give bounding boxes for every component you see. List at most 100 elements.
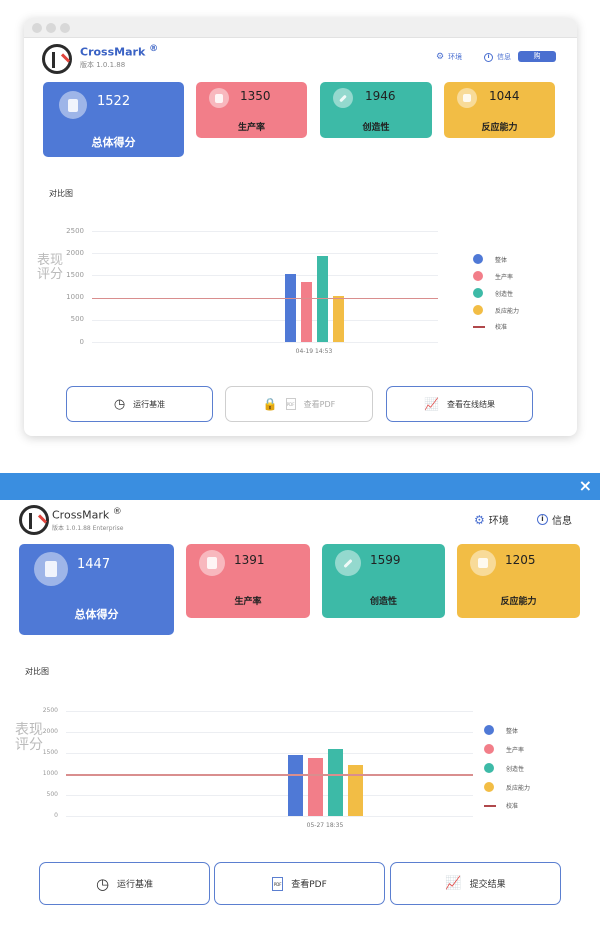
minimize-window-icon[interactable] xyxy=(46,23,56,33)
overall-score-label: 总体得分 xyxy=(74,608,119,621)
y-tick-label: 2000 xyxy=(66,248,84,257)
y-tick-label: 1000 xyxy=(66,293,84,302)
maximize-window-icon[interactable] xyxy=(60,23,70,33)
gridline xyxy=(66,732,473,733)
responsiveness-score: 1205 xyxy=(505,553,536,567)
submit-results-button[interactable]: 📈 提交结果 xyxy=(390,862,561,905)
creativity-score: 1946 xyxy=(365,89,396,103)
chart-icon: 📈 xyxy=(445,876,462,891)
x-axis-label: 05-27 18:35 xyxy=(306,822,344,829)
legend-dot-swatch xyxy=(484,744,494,754)
legend-item: 校准 xyxy=(484,801,518,810)
productivity-card: 1350 生产率 xyxy=(196,82,307,138)
bar-1 xyxy=(284,274,296,342)
info-link[interactable]: i 信息 xyxy=(537,512,572,527)
y-tick-label: 0 xyxy=(54,812,58,819)
pencil-icon xyxy=(335,550,361,576)
title-bar: × xyxy=(0,473,600,500)
legend-line-swatch xyxy=(473,325,485,328)
document-icon xyxy=(209,88,229,108)
gridline xyxy=(92,275,438,277)
environment-link[interactable]: ⚙ 环境 xyxy=(436,52,463,62)
legend-label: 反应能力 xyxy=(506,784,531,792)
calibration-line xyxy=(66,774,473,776)
legend-dot-swatch xyxy=(473,271,483,281)
gridline xyxy=(92,319,438,321)
legend-label: 创造性 xyxy=(506,765,525,773)
legend-label: 校准 xyxy=(506,803,519,810)
purchase-button[interactable]: 购 xyxy=(518,51,556,62)
bar-4 xyxy=(332,295,344,342)
gridline xyxy=(92,342,438,343)
y-axis-title: 表现评分 xyxy=(37,253,64,282)
overall-score: 1447 xyxy=(77,557,111,572)
crossmark-logo-icon xyxy=(42,44,72,74)
responsiveness-label: 反应能力 xyxy=(500,597,537,607)
legend-item: 反应能力 xyxy=(484,782,530,792)
y-axis-title: 表现评分 xyxy=(15,722,43,753)
legend-dot-swatch xyxy=(484,782,494,792)
legend-item: 生产率 xyxy=(484,744,524,754)
y-tick-label: 0 xyxy=(79,337,84,346)
legend-dot-swatch xyxy=(473,254,483,264)
legend-label: 反应能力 xyxy=(495,307,520,315)
x-axis-label: 04-19 14:53 xyxy=(295,348,333,355)
responsiveness-card: 1044 反应能力 xyxy=(444,82,555,138)
bar-2 xyxy=(300,282,312,342)
creativity-card: 1946 创造性 xyxy=(320,82,432,138)
bar-3 xyxy=(327,748,343,816)
info-link[interactable]: i 信息 xyxy=(484,52,511,62)
productivity-score: 1391 xyxy=(234,553,265,567)
legend-dot-swatch xyxy=(484,763,494,773)
creativity-card: 1599 创造性 xyxy=(322,544,445,618)
run-benchmark-button[interactable]: ◷ 运行基准 xyxy=(39,862,210,905)
productivity-score: 1350 xyxy=(240,89,271,103)
gridline xyxy=(66,816,473,817)
productivity-label: 生产率 xyxy=(237,123,265,133)
section-title: 对比图 xyxy=(25,667,49,676)
info-icon: i xyxy=(484,52,493,62)
pencil-icon xyxy=(333,88,353,108)
gridline xyxy=(92,231,438,232)
y-tick-label: 1500 xyxy=(42,749,58,756)
y-tick-label: 2500 xyxy=(42,707,58,714)
y-tick-label: 500 xyxy=(46,791,58,798)
responsiveness-score: 1044 xyxy=(489,89,520,103)
legend-line-swatch xyxy=(484,804,496,807)
gridline xyxy=(92,253,438,255)
run-benchmark-button[interactable]: ◷ 运行基准 xyxy=(66,386,213,422)
bar-1 xyxy=(287,755,303,816)
legend-label: 生产率 xyxy=(495,273,514,281)
view-online-results-button[interactable]: 📈 查看在线结果 xyxy=(386,386,533,422)
app-window-2: × CrossMark ® 版本 1.0.1.88 Enterprise ⚙ 环境… xyxy=(0,473,600,931)
close-window-icon[interactable] xyxy=(32,23,42,33)
bar-4 xyxy=(347,765,363,816)
creativity-score: 1599 xyxy=(370,553,401,567)
version-text: 版本 1.0.1.88 xyxy=(80,61,126,69)
legend-item: 生产率 xyxy=(473,271,513,281)
title-bar xyxy=(24,18,577,38)
gear-icon: ⚙ xyxy=(474,512,485,527)
creativity-label: 创造性 xyxy=(362,123,390,133)
close-icon[interactable]: × xyxy=(578,476,592,495)
environment-link[interactable]: ⚙ 环境 xyxy=(474,512,509,528)
lock-icon: 🔒 xyxy=(262,397,278,411)
legend-dot-swatch xyxy=(473,305,483,315)
productivity-label: 生产率 xyxy=(234,597,262,607)
responsiveness-card: 1205 反应能力 xyxy=(457,544,580,618)
document-icon xyxy=(199,550,225,576)
y-tick-label: 500 xyxy=(70,315,84,324)
legend-item: 创造性 xyxy=(484,763,524,773)
legend-item: 创造性 xyxy=(473,288,513,298)
overall-score-card: 1447 总体得分 xyxy=(19,544,174,635)
view-pdf-button[interactable]: PDF 查看PDF xyxy=(214,862,385,905)
legend-item: 反应能力 xyxy=(473,305,519,315)
y-tick-label: 2500 xyxy=(66,226,84,235)
gridline xyxy=(66,795,473,796)
productivity-card: 1391 生产率 xyxy=(186,544,310,618)
view-pdf-button[interactable]: 🔒 PDF 查看PDF xyxy=(225,386,373,422)
creativity-label: 创造性 xyxy=(369,597,397,607)
clipboard-icon xyxy=(59,91,87,119)
legend-label: 整体 xyxy=(506,727,519,735)
legend-item: 整体 xyxy=(473,254,507,264)
